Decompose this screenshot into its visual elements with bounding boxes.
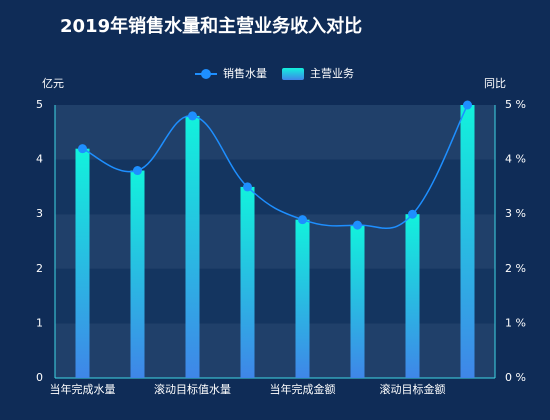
- split-area: [55, 323, 495, 378]
- y2-tick-label: 0 %: [505, 371, 526, 384]
- split-area: [55, 105, 495, 160]
- line-point: [408, 209, 417, 219]
- y2-tick-label: 1 %: [505, 316, 526, 329]
- line-point: [188, 111, 197, 121]
- y-tick-label: 1: [36, 316, 43, 329]
- y2-axis-title: 同比: [484, 77, 506, 90]
- bar: [185, 115, 200, 379]
- line-point: [78, 144, 87, 154]
- y-tick-label: 0: [36, 371, 43, 384]
- y2-tick-label: 4 %: [505, 153, 526, 166]
- x-tick-label: 当年完成金额: [270, 382, 336, 396]
- legend-label: 主营业务: [310, 66, 354, 80]
- line-point: [353, 220, 362, 230]
- bar: [350, 225, 365, 378]
- legend-swatch: [282, 68, 304, 80]
- chart-title: 2019年销售水量和主营业务收入对比: [60, 15, 362, 37]
- y-tick-label: 4: [36, 153, 43, 166]
- y2-tick-label: 2 %: [505, 262, 526, 275]
- y-axis-title: 亿元: [42, 77, 64, 90]
- x-tick-label: 当年完成水量: [50, 382, 116, 396]
- y2-tick-label: 3 %: [505, 207, 526, 220]
- line-point: [133, 166, 142, 176]
- split-area: [55, 159, 495, 215]
- line-point: [463, 100, 472, 110]
- y-tick-label: 2: [36, 262, 43, 275]
- legend-label: 销售水量: [223, 66, 267, 80]
- bar: [295, 219, 310, 378]
- x-tick-label: 滚动目标金额: [380, 382, 446, 396]
- bar: [240, 186, 255, 378]
- y2-tick-label: 5 %: [505, 98, 526, 111]
- y-tick-label: 5: [36, 98, 43, 111]
- split-area: [55, 268, 495, 324]
- bar: [130, 170, 145, 378]
- bar: [460, 105, 475, 378]
- bar: [75, 148, 90, 378]
- split-area: [55, 214, 495, 269]
- legend-point: [201, 69, 211, 79]
- line-point: [298, 215, 307, 225]
- bar: [405, 214, 420, 378]
- y-tick-label: 3: [36, 207, 43, 220]
- line-point: [243, 182, 252, 192]
- x-tick-label: 滚动目标值水量: [154, 382, 231, 396]
